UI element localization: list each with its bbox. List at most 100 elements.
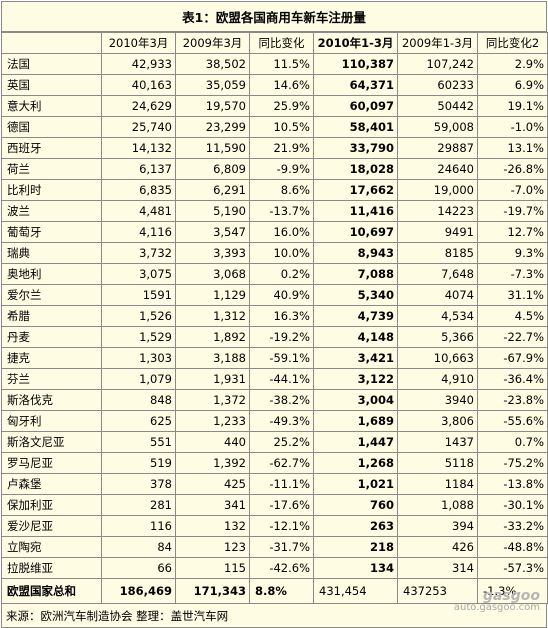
value-cell: 4,116: [101, 221, 176, 243]
header-row: 2010年3月 2009年3月 同比变化 2010年1-3月 2009年1-3月…: [1, 32, 548, 54]
table-row: 奥地利 3,075 3,068 0.2% 7,088 7,648 -7.3%: [1, 263, 548, 285]
value-cell: 66: [101, 557, 176, 579]
registration-table: 2010年3月 2009年3月 同比变化 2010年1-3月 2009年1-3月…: [1, 32, 548, 604]
table-row: 匈牙利 625 1,233 -49.3% 1,689 3,806 -55.6%: [1, 410, 548, 432]
value-cell: 8185: [397, 242, 478, 264]
value-cell: 3,421: [313, 347, 398, 369]
value-cell: 14,132: [101, 137, 176, 159]
value-cell: 42,933: [101, 53, 176, 75]
value-cell: -23.8%: [477, 389, 548, 411]
header-cell-q1-2009: 2009年1-3月: [397, 32, 478, 54]
watermark-url: auto.gasgoo.com: [453, 602, 540, 613]
value-cell: -26.8%: [477, 158, 548, 180]
country-cell: 斯洛伐克: [1, 389, 102, 411]
value-cell: 16.3%: [249, 305, 314, 327]
country-cell: 爱尔兰: [1, 284, 102, 306]
country-cell: 比利时: [1, 179, 102, 201]
value-cell: 5,340: [313, 284, 398, 306]
value-cell: 1,931: [175, 368, 250, 390]
value-cell: 33,790: [313, 137, 398, 159]
table-row: 罗马尼亚 519 1,392 -62.7% 1,268 5118 -75.2%: [1, 452, 548, 474]
header-cell-change: 同比变化: [249, 32, 314, 54]
value-cell: 38,502: [175, 53, 250, 75]
value-cell: -57.3%: [477, 557, 548, 579]
value-cell: 60,097: [313, 95, 398, 117]
country-cell: 卢森堡: [1, 473, 102, 495]
country-cell: 西班牙: [1, 137, 102, 159]
source-text: 来源：欧洲汽车制造协会 整理：盖世汽车网: [6, 609, 229, 623]
value-cell: 8.6%: [249, 179, 314, 201]
value-cell: -31.7%: [249, 536, 314, 558]
value-cell: 9491: [397, 221, 478, 243]
value-cell: 5118: [397, 452, 478, 474]
value-cell: -62.7%: [249, 452, 314, 474]
value-cell: 4,739: [313, 305, 398, 327]
value-cell: -17.6%: [249, 494, 314, 516]
value-cell: 4,534: [397, 305, 478, 327]
value-cell: 2.9%: [477, 53, 548, 75]
table-row: 丹麦 1,529 1,892 -19.2% 4,148 5,366 -22.7%: [1, 326, 548, 348]
value-cell: 84: [101, 536, 176, 558]
country-cell: 希腊: [1, 305, 102, 327]
country-cell: 匈牙利: [1, 410, 102, 432]
value-cell: 19,000: [397, 179, 478, 201]
value-cell: 1,268: [313, 452, 398, 474]
value-cell: 1,088: [397, 494, 478, 516]
value-cell: 110,387: [313, 53, 398, 75]
value-cell: 50442: [397, 95, 478, 117]
value-cell: -75.2%: [477, 452, 548, 474]
value-cell: 13.1%: [477, 137, 548, 159]
value-cell: 132: [175, 515, 250, 537]
header-cell-mar-2010: 2010年3月: [101, 32, 176, 54]
watermark: gasgoo auto.gasgoo.com: [453, 589, 540, 614]
table-row: 葡萄牙 4,116 3,547 16.0% 10,697 9491 12.7%: [1, 221, 548, 243]
value-cell: -22.7%: [477, 326, 548, 348]
country-cell: 葡萄牙: [1, 221, 102, 243]
value-cell: 1,021: [313, 473, 398, 495]
value-cell: -38.2%: [249, 389, 314, 411]
table-body: 法国 42,933 38,502 11.5% 110,387 107,242 2.9% 英国 4…: [1, 53, 548, 579]
country-cell: 保加利亚: [1, 494, 102, 516]
value-cell: 58,401: [313, 116, 398, 138]
table-row: 法国 42,933 38,502 11.5% 110,387 107,242 2.9%: [1, 53, 548, 75]
value-cell: 1,392: [175, 452, 250, 474]
value-cell: 625: [101, 410, 176, 432]
value-cell: 4.5%: [477, 305, 548, 327]
value-cell: 1,372: [175, 389, 250, 411]
value-cell: 19,570: [175, 95, 250, 117]
value-cell: 19.1%: [477, 95, 548, 117]
value-cell: 4,148: [313, 326, 398, 348]
value-cell: 3,732: [101, 242, 176, 264]
value-cell: 115: [175, 557, 250, 579]
value-cell: 10.0%: [249, 242, 314, 264]
country-cell: 德国: [1, 116, 102, 138]
value-cell: -67.9%: [477, 347, 548, 369]
value-cell: 7,648: [397, 263, 478, 285]
value-cell: 519: [101, 452, 176, 474]
value-cell: 9.3%: [477, 242, 548, 264]
table-row: 比利时 6,835 6,291 8.6% 17,662 19,000 -7.0%: [1, 179, 548, 201]
value-cell: 425: [175, 473, 250, 495]
country-cell: 英国: [1, 74, 102, 96]
country-cell: 芬兰: [1, 368, 102, 390]
value-cell: 551: [101, 431, 176, 453]
value-cell: -48.8%: [477, 536, 548, 558]
value-cell: 1,233: [175, 410, 250, 432]
value-cell: -49.3%: [249, 410, 314, 432]
value-cell: 23,299: [175, 116, 250, 138]
total-cell: 431,454: [313, 578, 398, 604]
value-cell: 0.2%: [249, 263, 314, 285]
value-cell: 12.7%: [477, 221, 548, 243]
value-cell: 24640: [397, 158, 478, 180]
country-cell: 丹麦: [1, 326, 102, 348]
table-row: 斯洛伐克 848 1,372 -38.2% 3,004 3940 -23.8%: [1, 389, 548, 411]
value-cell: 25,740: [101, 116, 176, 138]
source-footer: 来源：欧洲汽车制造协会 整理：盖世汽车网 gasgoo auto.gasgoo.…: [1, 589, 547, 628]
value-cell: 107,242: [397, 53, 478, 75]
value-cell: 440: [175, 431, 250, 453]
table-row: 爱尔兰 1591 1,129 40.9% 5,340 4074 31.1%: [1, 284, 548, 306]
table-row: 瑞典 3,732 3,393 10.0% 8,943 8185 9.3%: [1, 242, 548, 264]
value-cell: 1591: [101, 284, 176, 306]
value-cell: -30.1%: [477, 494, 548, 516]
value-cell: 5,190: [175, 200, 250, 222]
